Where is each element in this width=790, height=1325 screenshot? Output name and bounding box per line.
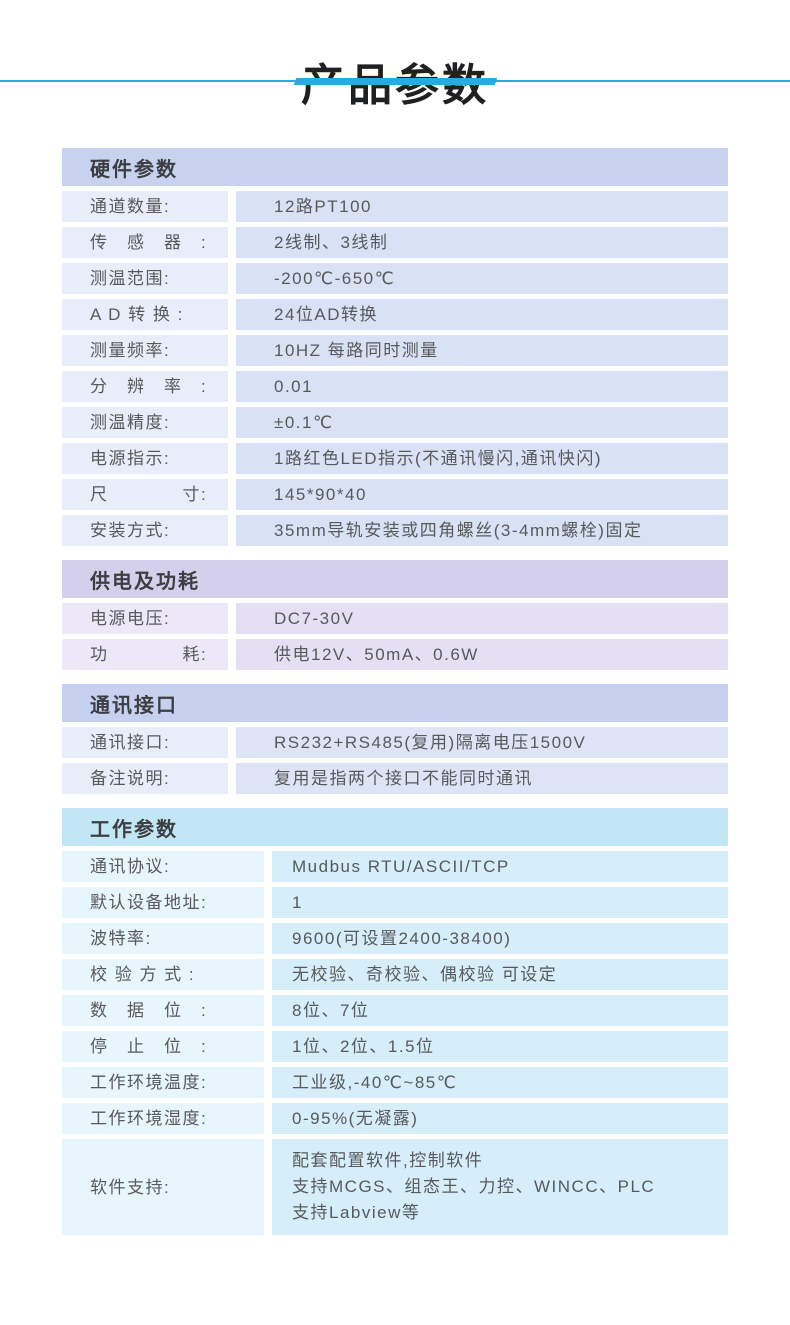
section-header: 供电及功耗: [62, 560, 728, 599]
spec-value: ±0.1℃: [236, 407, 728, 439]
spec-value: 10HZ 每路同时测量: [236, 335, 728, 367]
spec-value: 供电12V、50mA、0.6W: [236, 639, 728, 671]
spec-value: 无校验、奇校验、偶校验 可设定: [272, 959, 728, 991]
section-comm-interface: 通讯接口 通讯接口: RS232+RS485(复用)隔离电压1500V 备注说明: 复…: [62, 684, 728, 795]
spec-row: 尺 寸: 145*90*40: [62, 479, 728, 511]
spec-value: 35mm导轨安装或四角螺丝(3-4mm螺栓)固定: [236, 515, 728, 547]
spec-value: 9600(可设置2400-38400): [272, 923, 728, 955]
spec-value: -200℃-650℃: [236, 263, 728, 295]
divider-accent-bar: [293, 78, 498, 85]
spec-row: 功 耗: 供电12V、50mA、0.6W: [62, 639, 728, 671]
spec-row: 校 验 方 式 : 无校验、奇校验、偶校验 可设定: [62, 959, 728, 991]
spec-value: 1: [272, 887, 728, 919]
spec-label: A D 转 换 :: [62, 299, 228, 331]
section-title: 供电及功耗: [90, 570, 200, 593]
spec-tables: 硬件参数 通道数量: 12路PT100 传 感 器 :2线制、3线制 测温范围: -20…: [62, 148, 728, 1236]
spec-value: 145*90*40: [236, 479, 728, 511]
spec-value: DC7-30V: [236, 603, 728, 635]
spec-row: 通道数量: 12路PT100: [62, 191, 728, 223]
section-title: 硬件参数: [90, 158, 178, 181]
spec-row: 测温范围: -200℃-650℃: [62, 263, 728, 295]
section-power-consumption: 供电及功耗 电源电压: DC7-30V 功 耗: 供电12V、50mA、0.6W: [62, 560, 728, 671]
section-rows: 通讯接口: RS232+RS485(复用)隔离电压1500V 备注说明: 复用是指两个…: [62, 727, 728, 795]
section-header: 硬件参数: [62, 148, 728, 187]
spec-row: 工作环境温度: 工业级,-40℃~85℃: [62, 1067, 728, 1099]
section-header: 工作参数: [62, 808, 728, 847]
spec-label: 传 感 器 :: [62, 227, 228, 259]
spec-label: 电源电压:: [62, 603, 228, 635]
spec-label: 通讯接口:: [62, 727, 228, 759]
spec-label: 尺 寸:: [62, 479, 228, 511]
spec-row: 测温精度: ±0.1℃: [62, 407, 728, 439]
spec-row: 软件支持: 配套配置软件,控制软件 支持MCGS、组态王、力控、WINCC、PLC…: [62, 1139, 728, 1236]
spec-label: 测量频率:: [62, 335, 228, 367]
spec-row: 通讯协议: Mudbus RTU/ASCII/TCP: [62, 851, 728, 883]
spec-label: 通讯协议:: [62, 851, 264, 883]
spec-label: 测温范围:: [62, 263, 228, 295]
section-rows: 通讯协议: Mudbus RTU/ASCII/TCP 默认设备地址: 1 波特率: 960…: [62, 851, 728, 1236]
spec-row: 传 感 器 :2线制、3线制: [62, 227, 728, 259]
spec-value: 24位AD转换: [236, 299, 728, 331]
spec-label: 软件支持:: [62, 1139, 264, 1236]
page-title: 产品参数: [301, 61, 489, 110]
spec-row: 工作环境湿度: 0-95%(无凝露): [62, 1103, 728, 1135]
spec-row: 默认设备地址: 1: [62, 887, 728, 919]
spec-value: 配套配置软件,控制软件 支持MCGS、组态王、力控、WINCC、PLC 支持La…: [272, 1139, 728, 1236]
spec-value: 工业级,-40℃~85℃: [272, 1067, 728, 1099]
spec-value: 复用是指两个接口不能同时通讯: [236, 763, 728, 795]
spec-label: 通道数量:: [62, 191, 228, 223]
spec-label: 电源指示:: [62, 443, 228, 475]
spec-label: 校 验 方 式 :: [62, 959, 264, 991]
section-title: 通讯接口: [90, 694, 178, 717]
spec-label: 数 据 位 :: [62, 995, 264, 1027]
section-title: 工作参数: [90, 818, 178, 841]
spec-row: 备注说明: 复用是指两个接口不能同时通讯: [62, 763, 728, 795]
spec-value: 0-95%(无凝露): [272, 1103, 728, 1135]
spec-label: 停 止 位 :: [62, 1031, 264, 1063]
spec-row: 分 辨 率 :0.01: [62, 371, 728, 403]
spec-label: 工作环境温度:: [62, 1067, 264, 1099]
spec-row: 电源电压: DC7-30V: [62, 603, 728, 635]
spec-label: 工作环境湿度:: [62, 1103, 264, 1135]
spec-value: 0.01: [236, 371, 728, 403]
spec-value: Mudbus RTU/ASCII/TCP: [272, 851, 728, 883]
section-working-params: 工作参数 通讯协议: Mudbus RTU/ASCII/TCP 默认设备地址: 1 波特…: [62, 808, 728, 1236]
spec-label: 备注说明:: [62, 763, 228, 795]
spec-row: 电源指示: 1路红色LED指示(不通讯慢闪,通讯快闪): [62, 443, 728, 475]
spec-row: A D 转 换 :24位AD转换: [62, 299, 728, 331]
spec-row: 数 据 位 :8位、7位: [62, 995, 728, 1027]
spec-row: 安装方式: 35mm导轨安装或四角螺丝(3-4mm螺栓)固定: [62, 515, 728, 547]
spec-row: 波特率: 9600(可设置2400-38400): [62, 923, 728, 955]
section-rows: 通道数量: 12路PT100 传 感 器 :2线制、3线制 测温范围: -200℃-65…: [62, 191, 728, 547]
section-hardware-params: 硬件参数 通道数量: 12路PT100 传 感 器 :2线制、3线制 测温范围: -20…: [62, 148, 728, 547]
spec-label: 波特率:: [62, 923, 264, 955]
spec-row: 测量频率: 10HZ 每路同时测量: [62, 335, 728, 367]
spec-label: 功 耗:: [62, 639, 228, 671]
spec-row: 停 止 位 :1位、2位、1.5位: [62, 1031, 728, 1063]
section-rows: 电源电压: DC7-30V 功 耗: 供电12V、50mA、0.6W: [62, 603, 728, 671]
spec-label: 安装方式:: [62, 515, 228, 547]
spec-label: 分 辨 率 :: [62, 371, 228, 403]
spec-value: RS232+RS485(复用)隔离电压1500V: [236, 727, 728, 759]
spec-row: 通讯接口: RS232+RS485(复用)隔离电压1500V: [62, 727, 728, 759]
spec-value: 1路红色LED指示(不通讯慢闪,通讯快闪): [236, 443, 728, 475]
spec-value: 2线制、3线制: [236, 227, 728, 259]
spec-value: 12路PT100: [236, 191, 728, 223]
spec-label: 默认设备地址:: [62, 887, 264, 919]
spec-label: 测温精度:: [62, 407, 228, 439]
spec-value: 1位、2位、1.5位: [272, 1031, 728, 1063]
section-header: 通讯接口: [62, 684, 728, 723]
spec-value: 8位、7位: [272, 995, 728, 1027]
